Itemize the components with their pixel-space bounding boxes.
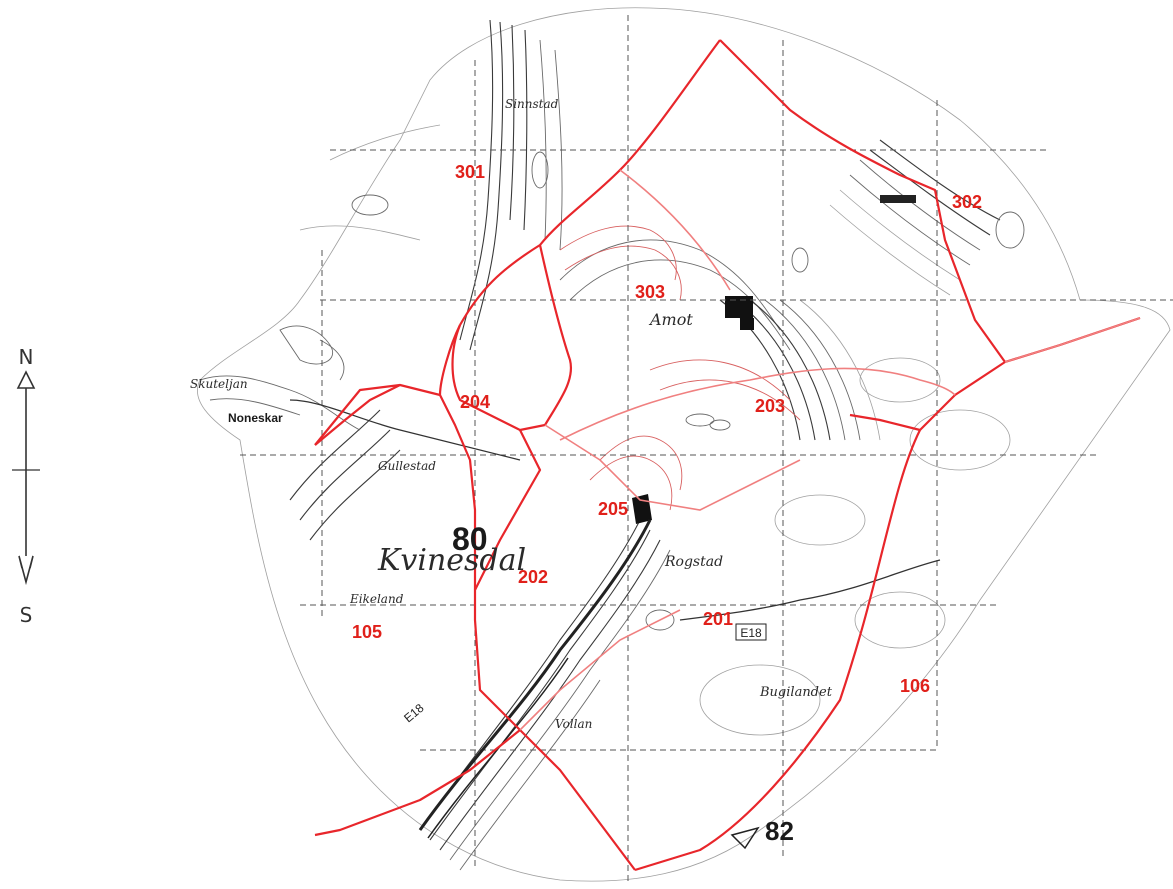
place-skuteljan: Skuteljan bbox=[190, 377, 248, 391]
place-amot: Amot bbox=[648, 310, 693, 329]
compass-north-label: N bbox=[19, 345, 34, 369]
place-names: Kvinesdal Noneskar Skuteljan Gullestad E… bbox=[190, 97, 833, 731]
place-rogstad: Rogstad bbox=[664, 554, 723, 570]
place-bugilandet: Bugilandet bbox=[759, 685, 833, 700]
map-grid bbox=[240, 15, 1173, 885]
triangle-marker-icon bbox=[730, 826, 760, 850]
place-eikeland: Eikeland bbox=[349, 592, 404, 606]
compass-south-arrow-icon bbox=[18, 555, 34, 586]
zone-201: 201 bbox=[703, 609, 733, 629]
compass-north-arrow-icon bbox=[16, 370, 36, 389]
road-sign-e18-a: E18 bbox=[735, 623, 767, 641]
place-sinnstad: Sinnstad bbox=[505, 97, 559, 111]
place-kvinesdal: Kvinesdal bbox=[377, 543, 526, 578]
building-block bbox=[740, 318, 754, 330]
zone-301: 301 bbox=[455, 162, 485, 182]
zone-202: 202 bbox=[518, 567, 548, 587]
building-block bbox=[880, 195, 916, 203]
zone-302: 302 bbox=[952, 192, 982, 212]
zone-106: 106 bbox=[900, 676, 930, 696]
compass-south-label: S bbox=[20, 603, 33, 627]
place-vollan: Vollan bbox=[555, 717, 592, 731]
building-block bbox=[725, 296, 753, 318]
zone-205: 205 bbox=[598, 499, 628, 519]
topographic-contours bbox=[197, 7, 1171, 882]
compass: N S bbox=[12, 345, 40, 627]
map-number-80: 80 bbox=[452, 521, 488, 557]
zone-labels: 301 302 303 204 203 205 202 201 105 106 bbox=[352, 162, 982, 696]
zone-105: 105 bbox=[352, 622, 382, 642]
road-sign-e18-label: E18 bbox=[740, 626, 762, 640]
place-gullestad: Gullestad bbox=[378, 459, 436, 473]
zone-303: 303 bbox=[635, 282, 665, 302]
road-sign-e18-b: E18 bbox=[401, 701, 427, 726]
map-number-82: 82 bbox=[765, 816, 794, 846]
zone-boundaries bbox=[314, 39, 1141, 872]
zone-204: 204 bbox=[460, 392, 490, 412]
place-noneskar: Noneskar bbox=[228, 411, 283, 425]
zone-203: 203 bbox=[755, 396, 785, 416]
